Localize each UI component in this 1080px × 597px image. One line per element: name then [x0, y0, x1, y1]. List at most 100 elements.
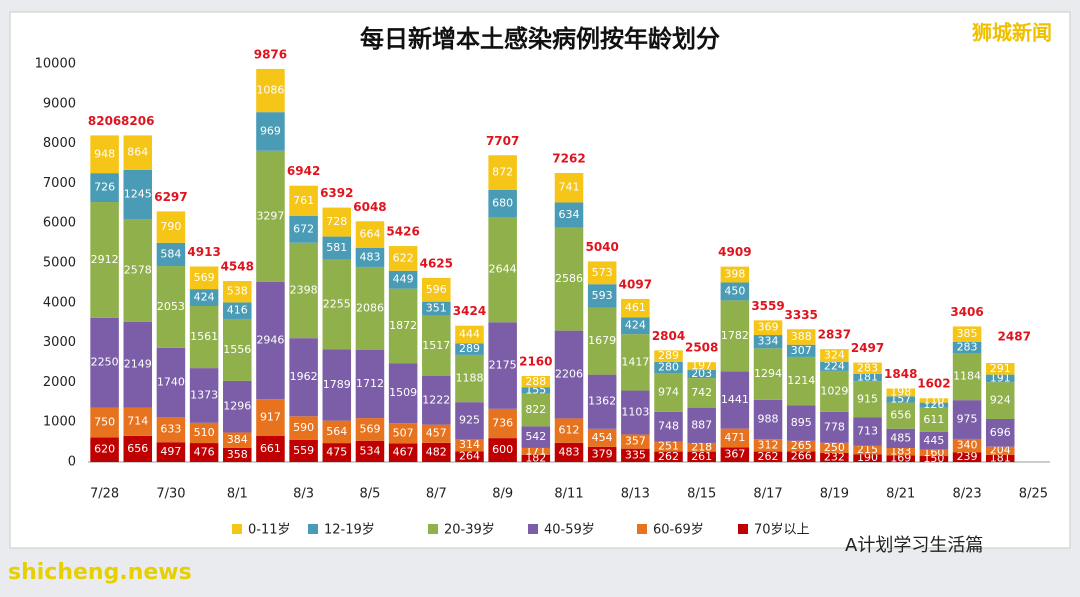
- segment-label: 351: [426, 302, 447, 315]
- bar-segment: [422, 442, 451, 462]
- x-tick-label: 8/21: [886, 487, 915, 502]
- segment-label: 335: [625, 448, 646, 461]
- segment-label: 600: [492, 443, 513, 456]
- segment-label: 584: [160, 247, 181, 260]
- y-tick-label: 10000: [35, 57, 76, 72]
- bar-segment: [985, 418, 1015, 447]
- segment-label: 204: [990, 444, 1011, 457]
- bar-segment: [886, 447, 915, 456]
- segment-label: 507: [393, 426, 414, 439]
- segment-label: 736: [492, 416, 513, 429]
- bar-segment: [786, 440, 816, 452]
- segment-label: 264: [459, 450, 480, 463]
- segment-label: 1184: [953, 370, 981, 383]
- bar-segment: [123, 135, 153, 170]
- legend-swatch: [528, 524, 538, 534]
- total-label: 2487: [998, 330, 1031, 344]
- bar-segment: [189, 289, 219, 306]
- bar-segment: [189, 266, 219, 290]
- segment-label: 622: [393, 251, 414, 264]
- bar-segment: [189, 368, 219, 423]
- segment-label: 590: [293, 421, 314, 434]
- segment-label: 864: [127, 146, 148, 159]
- bar-segment: [388, 423, 418, 444]
- bar-segment: [654, 411, 683, 442]
- segment-label: 593: [592, 289, 613, 302]
- segment-label: 262: [758, 450, 779, 463]
- bar-segment: [687, 378, 716, 408]
- segment-label: 2398: [290, 283, 318, 296]
- bar-segment: [322, 207, 352, 237]
- total-label: 6048: [353, 200, 386, 214]
- bar-segment: [488, 217, 517, 323]
- segment-label: 1962: [290, 370, 318, 383]
- y-tick-label: 5000: [43, 256, 76, 271]
- legend-label: 0-11岁: [248, 523, 291, 538]
- segment-label: 917: [260, 410, 281, 423]
- bar-segment: [289, 439, 318, 462]
- bar-segment: [985, 382, 1015, 419]
- bar-segment: [587, 307, 617, 375]
- bar-segment: [853, 417, 882, 446]
- y-tick-label: 7000: [43, 176, 76, 191]
- segment-label: 482: [426, 445, 447, 458]
- segment-label: 266: [791, 450, 812, 463]
- bar-segment: [621, 298, 650, 318]
- segment-label: 2912: [91, 253, 119, 266]
- bar-segment: [422, 315, 451, 376]
- y-tick-label: 0: [68, 455, 76, 470]
- segment-label: 1556: [223, 343, 251, 356]
- segment-label: 1417: [621, 355, 649, 368]
- segment-label: 2578: [124, 264, 152, 277]
- legend-swatch: [232, 524, 242, 534]
- segment-label: 2206: [555, 368, 583, 381]
- total-label: 6942: [287, 164, 320, 178]
- bar-segment: [521, 376, 551, 388]
- segment-label: 925: [459, 414, 480, 427]
- legend-swatch: [637, 524, 647, 534]
- segment-label: 915: [857, 392, 878, 405]
- bar-segment: [488, 322, 517, 409]
- total-label: 3335: [785, 308, 818, 322]
- bar-segment: [156, 211, 186, 243]
- segment-label: 611: [923, 413, 944, 426]
- bar-segment: [388, 288, 418, 364]
- bar-segment: [322, 443, 352, 462]
- total-label: 6297: [154, 190, 187, 204]
- segment-label: 620: [94, 443, 115, 456]
- segment-label: 2644: [489, 263, 517, 276]
- segment-label: 461: [625, 301, 646, 314]
- bar-segment: [123, 169, 153, 220]
- segment-label: 1362: [588, 395, 616, 408]
- bar-segment: [90, 173, 119, 203]
- segment-label: 696: [990, 426, 1011, 439]
- segment-label: 887: [691, 418, 712, 431]
- bar-segment: [521, 447, 551, 455]
- legend-swatch: [738, 524, 748, 534]
- segment-label: 444: [459, 328, 480, 341]
- bar-segment: [422, 277, 451, 302]
- bar-segment: [289, 242, 318, 339]
- bar-segment: [455, 343, 484, 355]
- bar-segment: [488, 189, 517, 218]
- legend-label: 20-39岁: [444, 523, 495, 538]
- total-label: 9876: [254, 47, 287, 61]
- bar-segment: [289, 215, 318, 243]
- segment-label: 974: [658, 385, 679, 398]
- bar-segment: [952, 400, 982, 439]
- bar-segment: [189, 443, 219, 462]
- bar-segment: [455, 438, 484, 452]
- bar-segment: [985, 374, 1015, 383]
- bar-segment: [256, 112, 285, 151]
- bar-segment: [919, 449, 949, 457]
- bar-segment: [90, 135, 119, 174]
- x-tick-label: 8/11: [554, 487, 583, 502]
- x-tick-label: 8/7: [426, 487, 447, 502]
- bar-segment: [853, 373, 882, 382]
- bar-segment: [952, 353, 982, 401]
- segment-label: 457: [426, 427, 447, 440]
- bar-segment: [753, 439, 783, 452]
- segment-label: 1561: [190, 330, 218, 343]
- y-tick-label: 8000: [43, 136, 76, 151]
- segment-label: 2946: [256, 334, 284, 347]
